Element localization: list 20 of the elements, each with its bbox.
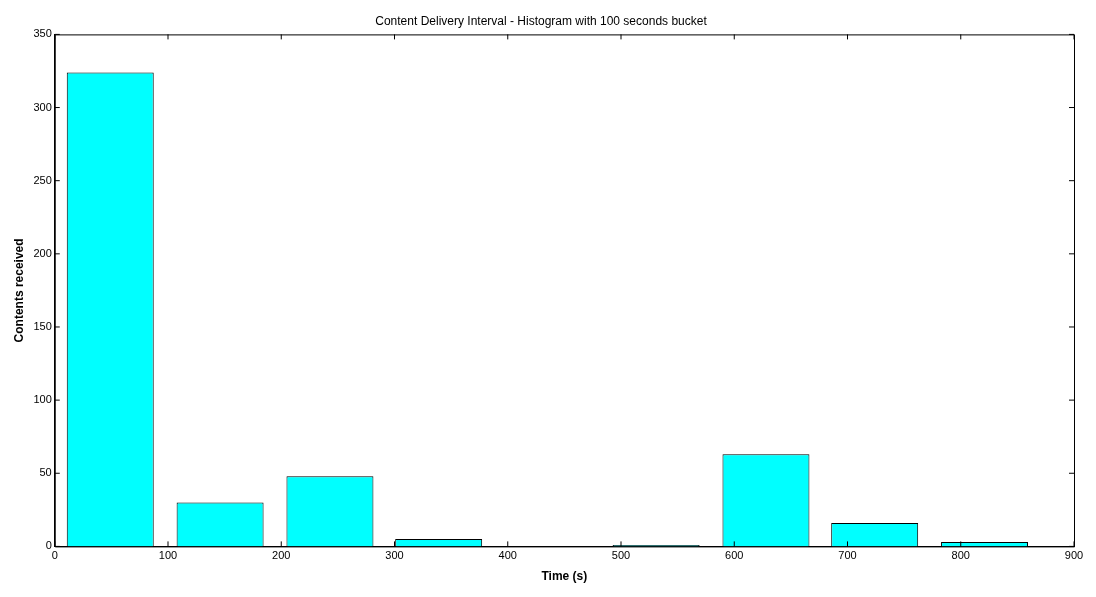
y-tick-label: 150: [33, 320, 52, 332]
x-tick-label: 100: [158, 549, 178, 562]
y-tick-label: 100: [33, 393, 52, 406]
x-tick-label: 200: [272, 549, 291, 562]
y-tick-label: 250: [33, 173, 52, 186]
y-tick-label: 200: [33, 246, 52, 259]
y-tick-label: 0: [45, 539, 52, 552]
x-tick-label: 400: [498, 549, 517, 562]
chart-title: Content Delivery Interval - Histogram with 100 seconds bucket: [375, 13, 708, 28]
x-tick-label: 800: [951, 549, 970, 562]
x-axis-title: Time (s): [541, 569, 588, 584]
y-tick-label: 300: [33, 100, 52, 113]
x-tick-label: 700: [838, 549, 857, 562]
x-tick-label: 500: [611, 549, 631, 562]
y-axis-title: Contents received: [11, 238, 26, 343]
x-tick-label: 300: [385, 549, 404, 562]
y-tick-label: 50: [39, 466, 52, 479]
x-tick-label: 900: [1064, 549, 1084, 562]
x-tick-label: 600: [725, 549, 744, 562]
y-tick-label: 350: [33, 27, 52, 40]
